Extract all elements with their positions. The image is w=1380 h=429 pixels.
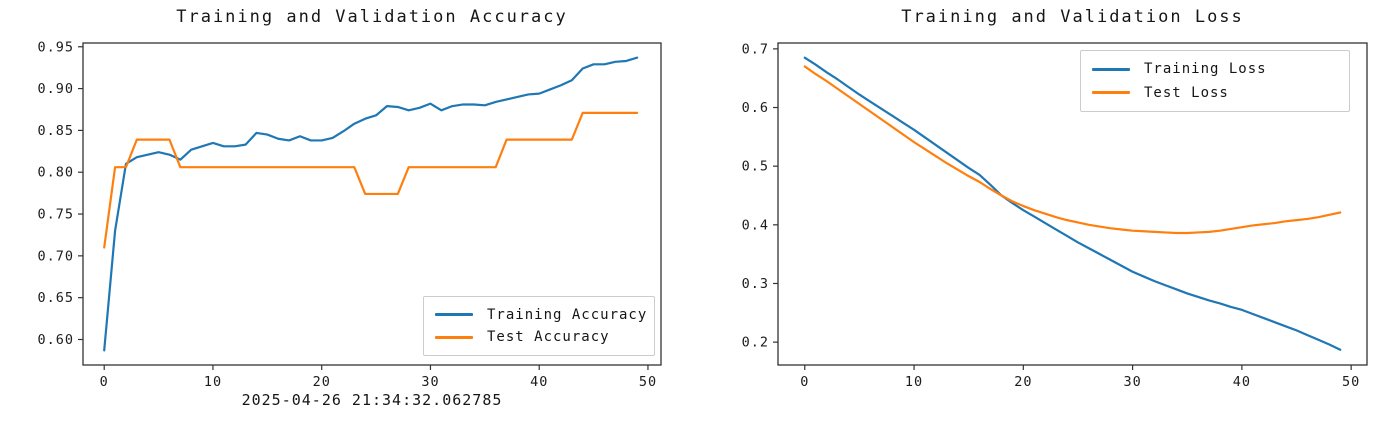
- accuracy-legend: Training Accuracy Test Accuracy: [423, 296, 655, 356]
- plot-area-frame: [82, 42, 662, 366]
- x-tick-label: 40: [1233, 374, 1251, 390]
- x-tick-label: 20: [1014, 374, 1032, 390]
- y-tick-label: 0.85: [37, 123, 74, 139]
- legend-label: Training Loss: [1144, 61, 1267, 78]
- x-tick-label: 50: [1342, 374, 1360, 390]
- y-tick-label: 0.6: [742, 100, 769, 116]
- loss-legend: Training Loss Test Loss: [1080, 50, 1350, 112]
- y-tick-label: 0.75: [37, 207, 74, 223]
- series-line-test-accuracy: [103, 111, 639, 249]
- y-tick-label: 0.5: [742, 159, 769, 175]
- y-tick-label: 0.80: [37, 165, 74, 181]
- y-tick-label: 0.60: [37, 332, 74, 348]
- accuracy-chart-title: Training and Validation Accuracy: [176, 7, 568, 27]
- y-tick-label: 0.70: [37, 248, 74, 264]
- legend-line-swatch: [1092, 91, 1130, 95]
- x-tick-label: 30: [1123, 374, 1141, 390]
- y-tick-label: 0.95: [37, 39, 74, 55]
- accuracy-plot-canvas: 0 10 20 30 40 50 0.60 0.65 0.70 0.75 0.80 0.85 0.90 0…: [37, 39, 662, 390]
- x-tick-label: 50: [639, 374, 657, 390]
- series-line-test-loss: [803, 65, 1342, 235]
- x-tick-label: 20: [313, 374, 331, 390]
- legend-item: Test Accuracy: [435, 329, 646, 345]
- y-tick-label: 0.7: [742, 41, 769, 57]
- loss-chart: Training and Validation Loss 0 10 20 30 40 50…: [690, 0, 1380, 429]
- x-tick-label: 0: [800, 374, 809, 390]
- y-tick-label: 0.90: [37, 81, 74, 97]
- x-tick-label: 40: [530, 374, 548, 390]
- series-line-training-loss: [803, 56, 1342, 351]
- x-tick-label: 10: [204, 374, 222, 390]
- y-tick-label: 0.3: [742, 276, 769, 292]
- y-tick-label: 0.4: [742, 217, 769, 233]
- legend-line-swatch: [1092, 67, 1130, 71]
- legend-label: Training Accuracy: [487, 306, 648, 323]
- legend-label: Test Loss: [1144, 84, 1229, 101]
- plot-area-frame: [777, 42, 1368, 366]
- x-tick-label: 30: [421, 374, 439, 390]
- series-line-training-accuracy: [103, 56, 639, 352]
- loss-chart-title: Training and Validation Loss: [901, 7, 1244, 27]
- legend-line-swatch: [435, 313, 473, 317]
- y-tick-label: 0.65: [37, 290, 74, 306]
- legend-item: Training Accuracy: [435, 307, 646, 323]
- x-tick-label: 0: [100, 374, 109, 390]
- legend-item: Test Loss: [1092, 85, 1341, 101]
- loss-plot-canvas: 0 10 20 30 40 50 0.2 0.3 0.4 0.5 0.6 0.7: [742, 41, 1368, 390]
- legend-item: Training Loss: [1092, 61, 1341, 77]
- legend-label: Test Accuracy: [487, 329, 610, 346]
- accuracy-chart: Training and Validation Accuracy 0 10 20 30…: [37, 7, 662, 409]
- y-tick-label: 0.2: [742, 335, 769, 351]
- legend-line-swatch: [435, 335, 473, 339]
- accuracy-xaxis-label: 2025-04-26 21:34:32.062785: [241, 391, 503, 409]
- x-tick-label: 10: [905, 374, 923, 390]
